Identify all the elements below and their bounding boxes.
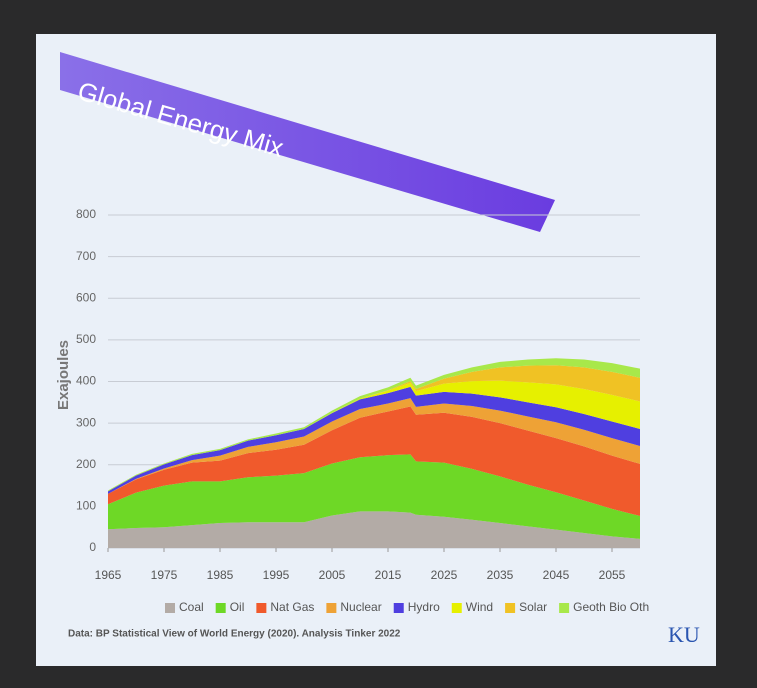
y-tick-label: 700 (76, 249, 96, 263)
legend-label: Solar (519, 600, 547, 614)
y-tick-label: 600 (76, 290, 96, 304)
x-tick-label: 2015 (375, 568, 402, 582)
y-tick-label: 200 (76, 457, 96, 471)
y-tick-label: 100 (76, 499, 96, 513)
legend-swatch (256, 603, 266, 613)
x-tick-label: 2045 (543, 568, 570, 582)
legend-label: Hydro (408, 600, 440, 614)
chart: Global Energy Mix Exajoules Data: BP Sta… (0, 0, 757, 688)
legend-label: Coal (179, 600, 204, 614)
x-tick-label: 1975 (151, 568, 178, 582)
x-tick-label: 2055 (599, 568, 626, 582)
x-tick-label: 2025 (431, 568, 458, 582)
legend-swatch (326, 603, 336, 613)
legend-label: Nuclear (340, 600, 381, 614)
x-tick-label: 2005 (319, 568, 346, 582)
y-tick-label: 0 (89, 540, 96, 554)
legend-label: Wind (466, 600, 493, 614)
x-tick-label: 1965 (95, 568, 122, 582)
legend-label: Oil (230, 600, 245, 614)
legend-label: Nat Gas (270, 600, 314, 614)
legend-swatch (394, 603, 404, 613)
page: Global Energy Mix Exajoules Data: BP Sta… (0, 0, 757, 688)
legend-swatch (452, 603, 462, 613)
x-tick-label: 2035 (487, 568, 514, 582)
y-tick-label: 800 (76, 207, 96, 221)
y-tick-label: 300 (76, 415, 96, 429)
legend-swatch (165, 603, 175, 613)
x-tick-label: 1995 (263, 568, 290, 582)
legend-swatch (559, 603, 569, 613)
source-note: Data: BP Statistical View of World Energ… (68, 629, 401, 640)
logo: KU (668, 622, 700, 647)
x-tick-label: 1985 (207, 568, 234, 582)
legend-swatch (216, 603, 226, 613)
y-axis-label: Exajoules (55, 340, 72, 410)
y-tick-label: 500 (76, 332, 96, 346)
y-tick-label: 400 (76, 374, 96, 388)
legend-label: Geoth Bio Oth (573, 600, 649, 614)
legend-swatch (505, 603, 515, 613)
